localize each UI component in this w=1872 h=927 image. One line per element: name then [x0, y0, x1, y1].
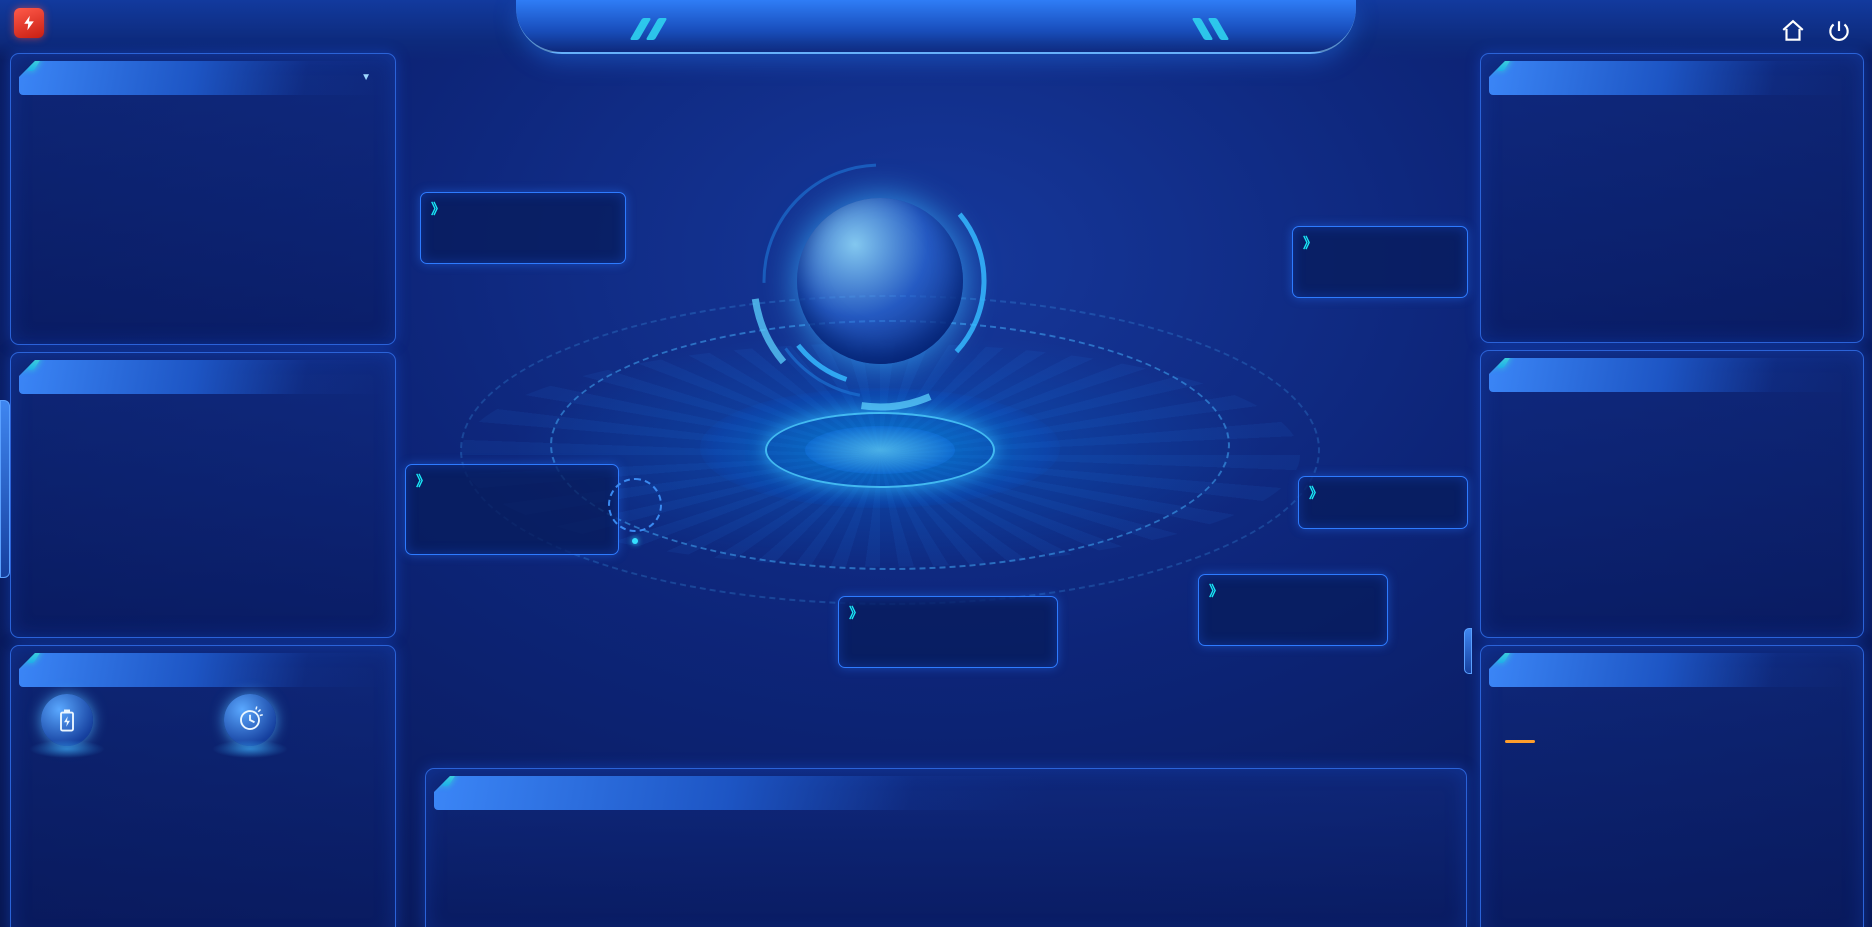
- usage-analysis-panel: [10, 352, 396, 638]
- ranking-header-underline: [1505, 740, 1535, 743]
- panel-corner-icon: [19, 61, 43, 71]
- hub-podium-ring: [765, 412, 995, 488]
- ranking-panel-header: [1489, 653, 1853, 687]
- project-info-panel: ▼: [10, 53, 396, 345]
- demand-panel-header: [434, 776, 1046, 810]
- top-header: [0, 0, 1872, 60]
- title-decor-right: [1191, 18, 1230, 40]
- edge-collapse-handle-right[interactable]: [1464, 628, 1472, 674]
- benefit-panel: [10, 645, 396, 927]
- power-curve-panel: [1480, 53, 1864, 343]
- transformer-load-percent: [608, 478, 662, 532]
- usage-panel-header: [19, 360, 385, 394]
- annual-hours-stat: [204, 694, 387, 768]
- icon-glow: [29, 740, 105, 758]
- load-info-box: 》: [1298, 476, 1468, 529]
- pv-info-box: 》: [420, 192, 626, 264]
- arrow-icon: 》: [416, 473, 430, 489]
- project-panel-header: ▼: [19, 61, 385, 95]
- power-icon[interactable]: [1822, 14, 1856, 48]
- arrow-icon: 》: [1209, 583, 1223, 599]
- logo-icon[interactable]: [14, 8, 44, 38]
- transformer-gauge: [592, 478, 678, 544]
- header-stat-bar: [420, 84, 1464, 134]
- icon-glow: [212, 740, 288, 758]
- grid-info-box: 》: [405, 464, 619, 555]
- arrow-icon: 》: [431, 201, 445, 217]
- panel-corner-icon: [1489, 61, 1513, 71]
- demand-curve-chart: [440, 831, 1452, 927]
- panel-corner-icon: [19, 653, 43, 663]
- wind-info-box: 》: [1292, 226, 1468, 298]
- panel-corner-icon: [1489, 358, 1513, 368]
- battery-bolt-icon: [41, 694, 93, 746]
- hub-podium-core: [805, 426, 955, 474]
- title-decor-left: [629, 18, 668, 40]
- ranking-panel: [1480, 645, 1864, 927]
- panel-corner-icon: [1489, 653, 1513, 663]
- arrow-icon: 》: [849, 605, 863, 621]
- center-sphere: [797, 198, 963, 364]
- power-panel-header: [1489, 61, 1853, 95]
- cost-panel-header: [1489, 358, 1853, 392]
- annual-generation-stat: [21, 694, 204, 768]
- storage-info-box: 》: [838, 596, 1058, 668]
- chevron-down-icon[interactable]: ▼: [361, 72, 371, 83]
- demand-curve-panel: [425, 768, 1467, 927]
- home-icon[interactable]: [1776, 14, 1810, 48]
- edge-collapse-handle-left[interactable]: [0, 400, 10, 578]
- arrow-icon: 》: [1303, 235, 1317, 251]
- cost-compare-panel: [1480, 350, 1864, 638]
- power-curve-chart: [1489, 122, 1857, 338]
- sphere-arcs: [750, 151, 1010, 411]
- gauge-dot: [632, 538, 638, 544]
- charger-info-box: 》: [1198, 574, 1388, 646]
- panel-corner-icon: [19, 360, 43, 370]
- arrow-icon: 》: [1309, 485, 1323, 501]
- cost-compare-chart: [1491, 415, 1855, 631]
- clock-icon: [224, 694, 276, 746]
- panel-corner-icon: [434, 776, 458, 786]
- benefit-panel-header: [19, 653, 385, 687]
